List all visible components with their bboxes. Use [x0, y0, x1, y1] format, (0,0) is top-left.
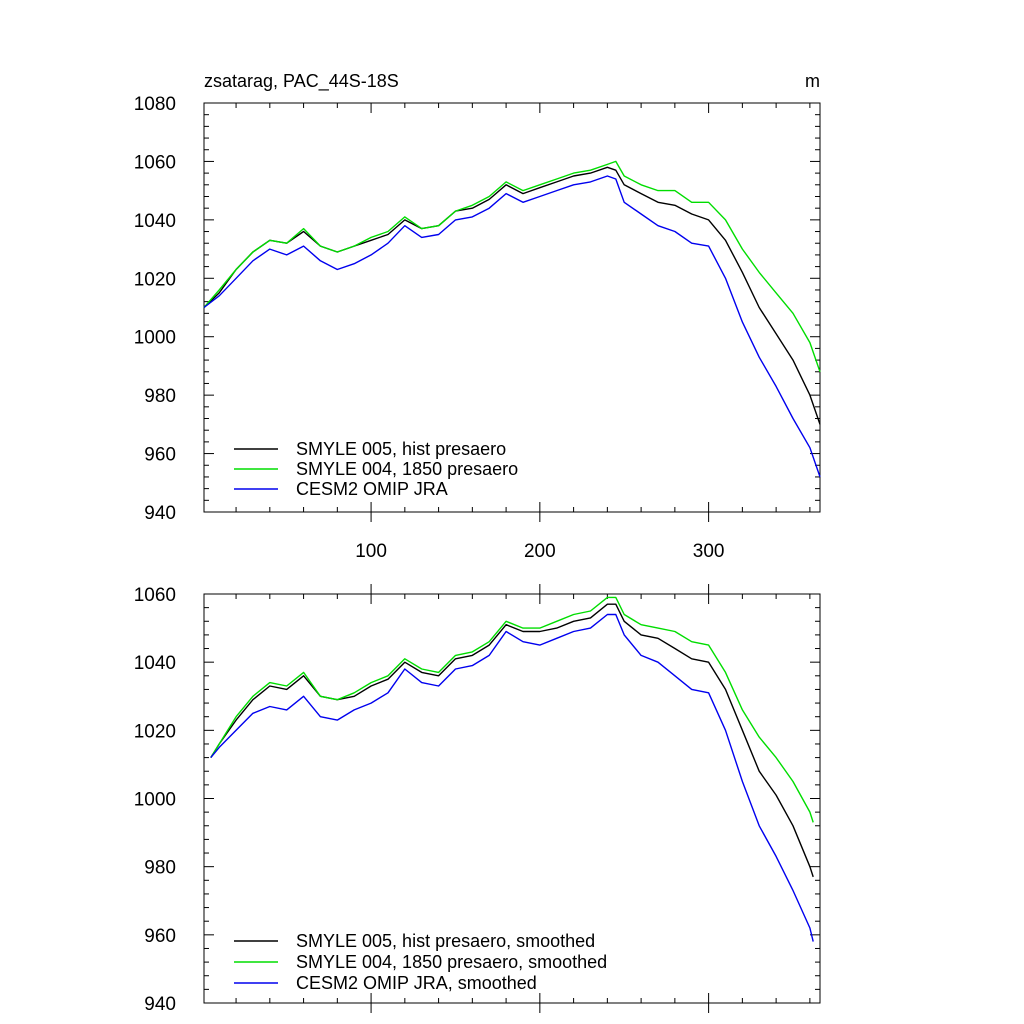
- y-tick-label: 1020: [134, 721, 176, 742]
- y-tick-label: 980: [144, 386, 176, 407]
- series-line-1: [203, 166, 821, 425]
- series-line-3: [203, 175, 821, 478]
- series-line-2: [210, 596, 814, 823]
- series-line-2: [203, 160, 821, 373]
- top-panel: 940 960 980 1000 1020 1040 1060 1080 100 200 300 SM…: [134, 94, 821, 562]
- x-tick-label: 200: [524, 541, 556, 562]
- bottom-panel: 940 960 980 1000 1020 1040 1060 SMYLE 005, hist…: [134, 584, 821, 1015]
- legend-label: SMYLE 004, 1850 presaero: [296, 459, 518, 479]
- legend-label: SMYLE 005, hist presaero, smoothed: [296, 931, 595, 951]
- y-tick-label: 1080: [134, 94, 176, 115]
- y-tick-label: 940: [144, 994, 176, 1015]
- series-line-3: [210, 613, 814, 942]
- y-tick-label: 1040: [134, 653, 176, 674]
- y-tick-label: 1060: [134, 585, 176, 606]
- y-tick-label: 960: [144, 445, 176, 466]
- legend-label: SMYLE 005, hist presaero: [296, 439, 506, 459]
- x-tick-label: 100: [355, 541, 387, 562]
- legend-label: SMYLE 004, 1850 presaero, smoothed: [296, 952, 607, 972]
- chart-title: zsatarag, PAC_44S-18S: [204, 71, 399, 92]
- y-tick-label: 980: [144, 858, 176, 879]
- y-tick-label: 1000: [134, 328, 176, 349]
- y-tick-label: 940: [144, 503, 176, 524]
- y-tick-label: 1060: [134, 152, 176, 173]
- y-tick-label: 960: [144, 926, 176, 947]
- y-tick-label: 1040: [134, 211, 176, 232]
- x-tick-label: 300: [693, 541, 725, 562]
- units-label: m: [805, 71, 820, 91]
- y-tick-label: 1000: [134, 790, 176, 811]
- y-tick-label: 1020: [134, 269, 176, 290]
- series-line-1: [210, 603, 814, 878]
- legend-label: CESM2 OMIP JRA: [296, 479, 448, 499]
- legend-label: CESM2 OMIP JRA, smoothed: [296, 973, 537, 993]
